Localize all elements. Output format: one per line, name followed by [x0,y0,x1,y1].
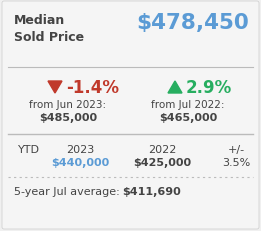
Text: $478,450: $478,450 [136,13,249,33]
Text: YTD: YTD [18,144,40,154]
Text: 3.5%: 3.5% [222,157,250,167]
Text: $485,000: $485,000 [39,112,97,122]
Polygon shape [168,82,182,94]
FancyBboxPatch shape [2,2,259,229]
Text: $440,000: $440,000 [51,157,109,167]
Text: from Jul 2022:: from Jul 2022: [151,100,225,109]
Text: $465,000: $465,000 [159,112,217,122]
Polygon shape [48,82,62,94]
Text: -1.4%: -1.4% [66,79,119,97]
Text: 2022: 2022 [148,144,176,154]
Text: 2023: 2023 [66,144,94,154]
Text: 2.9%: 2.9% [186,79,232,97]
Text: from Jun 2023:: from Jun 2023: [29,100,106,109]
Text: $425,000: $425,000 [133,157,191,167]
Text: +/-: +/- [227,144,245,154]
Text: Median
Sold Price: Median Sold Price [14,14,84,44]
Text: $411,690: $411,690 [122,186,181,196]
Text: 5-year Jul average:: 5-year Jul average: [14,186,120,196]
